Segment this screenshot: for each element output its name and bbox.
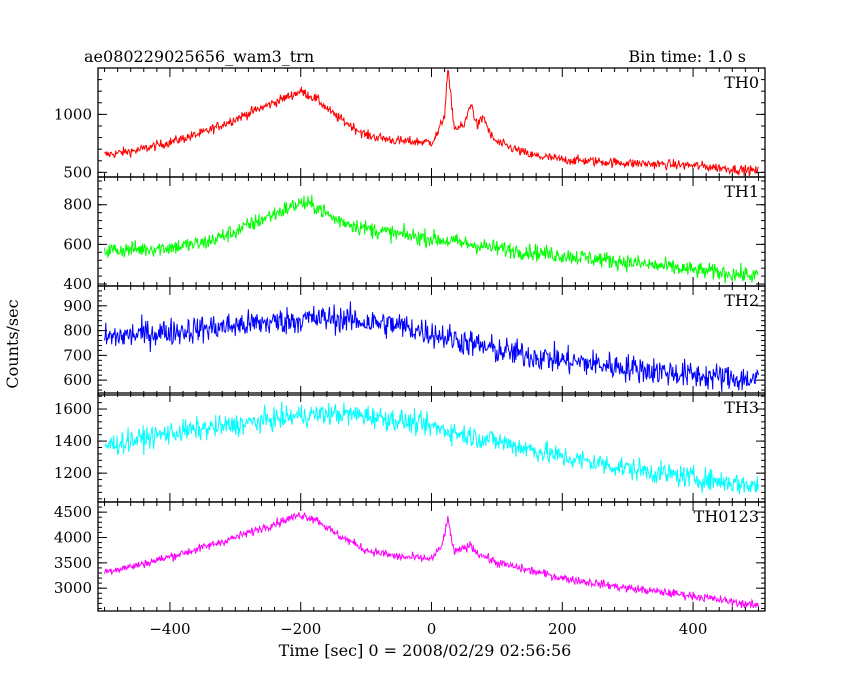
y-tick-label: 400 xyxy=(63,275,92,293)
y-tick-label: 500 xyxy=(63,163,92,181)
panel-frame xyxy=(97,176,766,287)
plot-title: ae080229025656_wam3_trn xyxy=(84,47,314,66)
panel-label: TH3 xyxy=(724,398,759,417)
y-axis-label: Counts/sec xyxy=(3,299,22,388)
y-tick-label: 4500 xyxy=(54,503,92,521)
y-tick-label: 4000 xyxy=(54,528,92,546)
panel-th0: TH0 500 1000 xyxy=(54,67,766,181)
series-line-th1 xyxy=(104,194,759,284)
panel-th3: TH3 1200 1400 1600 xyxy=(54,392,766,503)
panel-th1: TH1 400 600 800 xyxy=(63,176,766,293)
y-tick-label: 800 xyxy=(63,196,92,214)
panel-label: TH2 xyxy=(724,291,759,310)
y-tick-label: 600 xyxy=(63,235,92,253)
series-line-th2 xyxy=(104,301,759,393)
panel-label: TH0 xyxy=(724,73,759,92)
y-tick-label: 1600 xyxy=(54,400,92,418)
x-tick-label: 400 xyxy=(679,620,708,638)
series-line-th0123 xyxy=(104,511,759,609)
panel-th0123: TH0123 3000 3500 4000 4500 xyxy=(54,501,766,612)
series-line-th0 xyxy=(104,69,759,177)
y-tick-label: 600 xyxy=(63,371,92,389)
x-axis-ticks: −400 −200 0 200 400 xyxy=(149,620,707,638)
series-line-th3 xyxy=(104,401,759,495)
panels-group: TH0 500 1000 TH1 400 600 800 TH2 600 700 800 900 TH3… xyxy=(54,67,766,612)
x-tick-label: −400 xyxy=(149,620,190,638)
y-tick-label: 1000 xyxy=(54,105,92,123)
x-tick-label: 0 xyxy=(427,620,437,638)
panel-label: TH0123 xyxy=(694,507,759,526)
y-tick-label: 1400 xyxy=(54,432,92,450)
panel-frame xyxy=(97,392,766,503)
y-tick-label: 1200 xyxy=(54,464,92,482)
y-tick-label: 900 xyxy=(63,297,92,315)
y-tick-label: 800 xyxy=(63,322,92,340)
y-tick-label: 3500 xyxy=(54,554,92,572)
y-tick-label: 3000 xyxy=(54,579,92,597)
panel-th2: TH2 600 700 800 900 xyxy=(63,285,766,396)
panel-label: TH1 xyxy=(724,182,759,201)
x-axis-label: Time [sec] 0 = 2008/02/29 02:56:56 xyxy=(279,641,572,660)
y-tick-label: 700 xyxy=(63,346,92,364)
panel-frame xyxy=(97,67,766,178)
x-tick-label: −200 xyxy=(280,620,321,638)
bin-time-label: Bin time: 1.0 s xyxy=(628,47,746,66)
x-tick-label: 200 xyxy=(548,620,577,638)
panel-frame xyxy=(97,285,766,396)
